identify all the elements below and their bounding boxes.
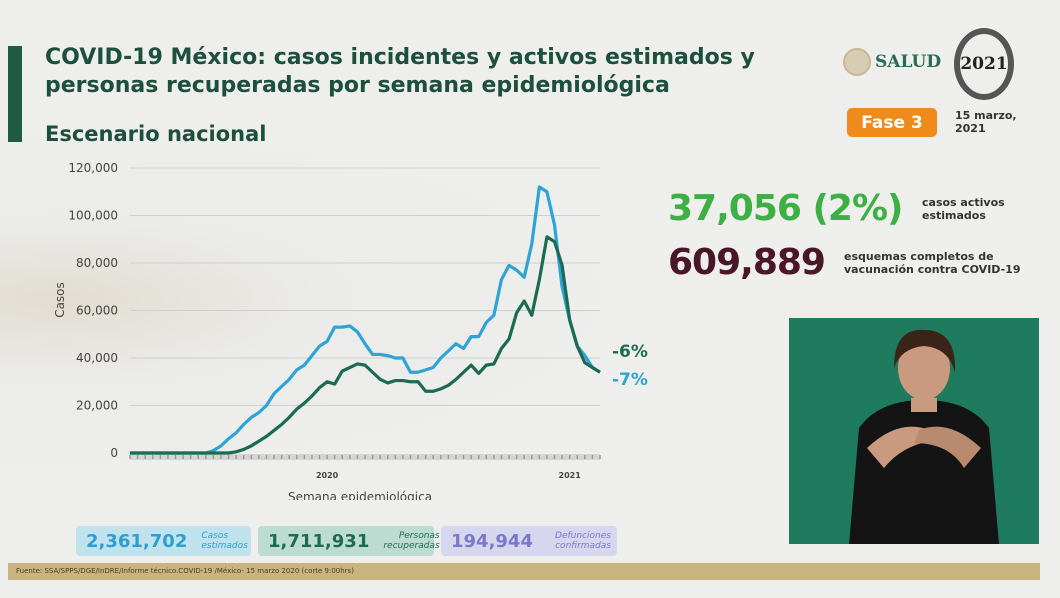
summary-label: Casos estimados bbox=[201, 531, 248, 551]
report-date: 15 marzo, 2021 bbox=[955, 109, 1017, 135]
year-label: 2020 bbox=[316, 471, 339, 480]
summary-label: Defunciones confirmadas bbox=[555, 531, 611, 551]
summary-value: 1,711,931 bbox=[268, 530, 370, 552]
summary-deaths: 194,944 Defunciones confirmadas bbox=[441, 526, 617, 556]
summary-estimated-cases: 2,361,702 Casos estimados bbox=[76, 526, 251, 556]
y-tick-label: 0 bbox=[110, 446, 118, 460]
y-tick-label: 80,000 bbox=[76, 256, 118, 270]
mexico-2021-logo: 2021 bbox=[954, 28, 1014, 100]
source-footer: Fuente: SSA/SPPS/DGE/InDRE/Informe técni… bbox=[8, 563, 1040, 580]
kpi-value: 37,056 (2%) bbox=[668, 188, 903, 229]
kpi-label: esquemas completos de vacunación contra … bbox=[844, 249, 1021, 276]
page-subtitle: Escenario nacional bbox=[45, 122, 267, 146]
summary-recovered: 1,711,931 Personas recuperadas bbox=[258, 526, 440, 556]
year-label: 2021 bbox=[559, 471, 582, 480]
summary-value: 2,361,702 bbox=[86, 530, 188, 552]
accent-bar bbox=[8, 46, 22, 142]
kpi-label: casos activos estimados bbox=[922, 195, 1005, 222]
salud-logo-text: SALUD bbox=[875, 52, 942, 72]
kpi-vaccination: 609,889 esquemas completos de vacunación… bbox=[668, 242, 1024, 283]
kpi-value: 609,889 bbox=[668, 242, 826, 283]
y-tick-label: 100,000 bbox=[68, 209, 118, 223]
phase-badge: Fase 3 bbox=[847, 108, 937, 137]
page-title: COVID-19 México: casos incidentes y acti… bbox=[45, 45, 755, 98]
seal-icon bbox=[843, 48, 871, 76]
y-tick-label: 20,000 bbox=[76, 399, 118, 413]
y-tick-label: 60,000 bbox=[76, 304, 118, 318]
series-line-0 bbox=[130, 185, 601, 455]
interpreter-figure bbox=[849, 329, 999, 544]
series-annotation: -6% bbox=[612, 342, 648, 362]
summary-label: Personas recuperadas bbox=[383, 531, 440, 551]
line-chart: 0 20,000 40,000 60,000 80,000 100,000 120,000 2… bbox=[53, 161, 648, 500]
y-axis-label: Casos bbox=[53, 282, 67, 318]
summary-value: 194,944 bbox=[451, 530, 533, 552]
x-axis-label: Semana epidemiológica bbox=[288, 490, 432, 500]
logo-2021-text: 2021 bbox=[960, 54, 1008, 74]
y-tick-label: 40,000 bbox=[76, 351, 118, 365]
y-tick-label: 120,000 bbox=[68, 161, 118, 175]
sign-language-interpreter-video bbox=[789, 318, 1039, 544]
kpi-active-cases: 37,056 (2%) casos activos estimados bbox=[668, 188, 1022, 229]
salud-logo: SALUD bbox=[843, 48, 941, 76]
series-annotation: -7% bbox=[612, 370, 648, 390]
